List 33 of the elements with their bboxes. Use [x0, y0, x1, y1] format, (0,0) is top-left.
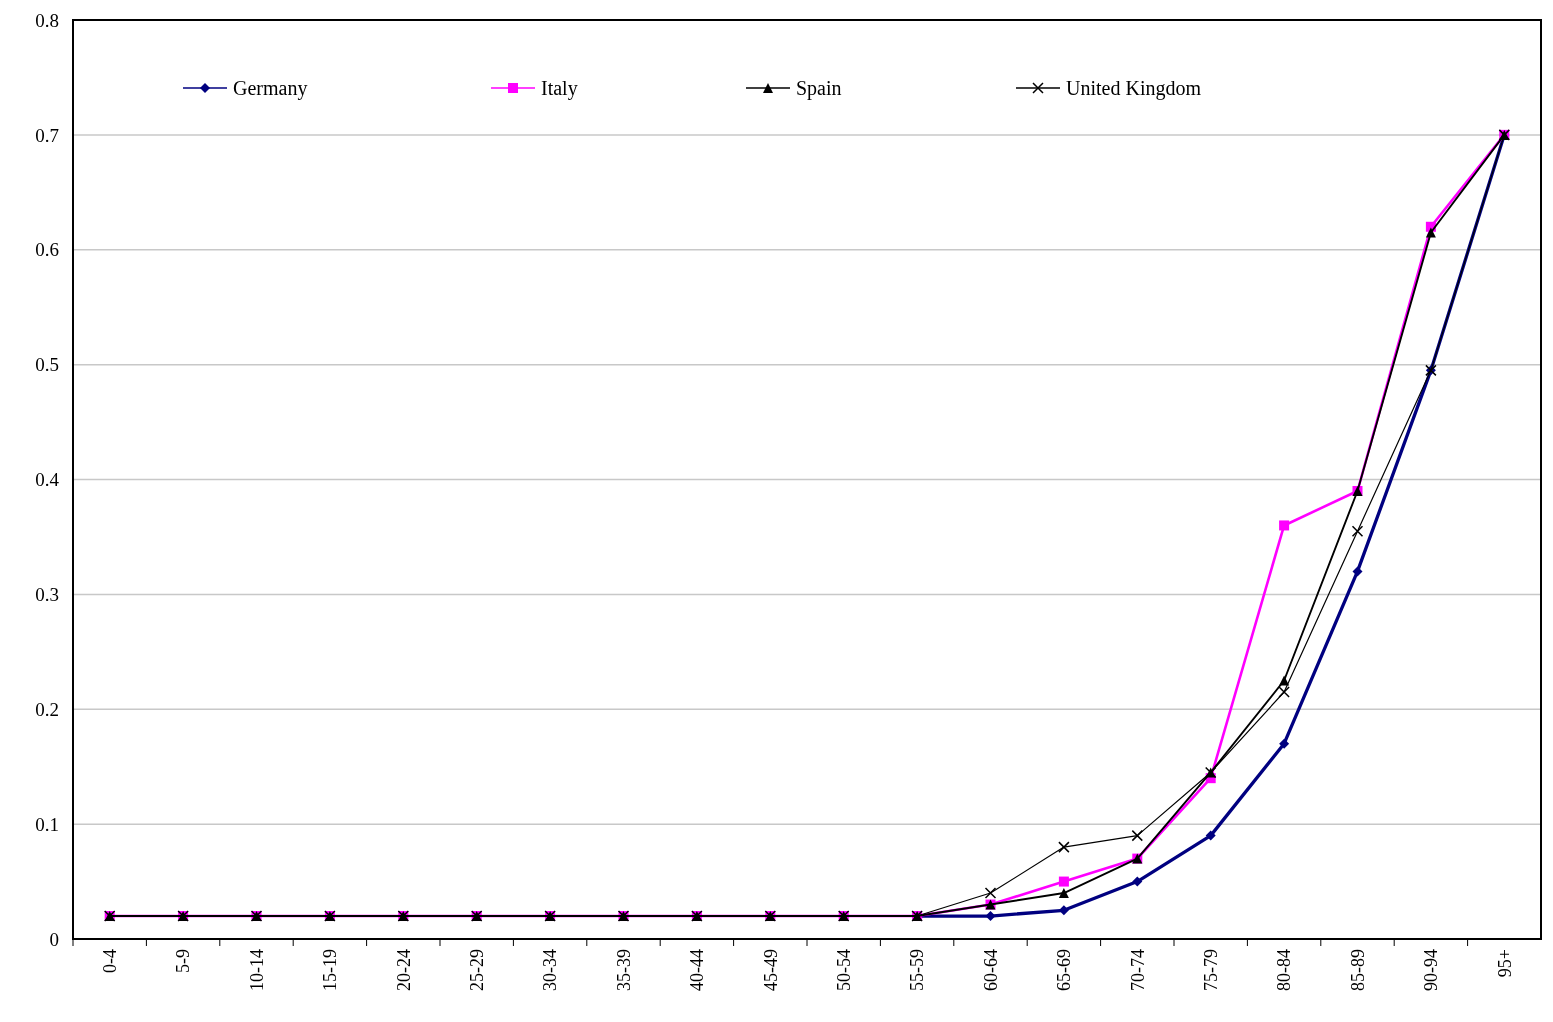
x-tick-label: 45-49 [760, 949, 781, 991]
y-tick-label: 0.2 [35, 698, 59, 720]
x-tick-label: 70-74 [1127, 949, 1148, 991]
x-tick-label: 15-19 [320, 949, 341, 991]
y-tick-label: 0 [49, 928, 59, 950]
x-tick-label: 75-79 [1201, 949, 1221, 991]
y-tick-label: 0.4 [35, 469, 60, 491]
x-tick-label: 5-9 [173, 949, 194, 973]
x-tick-label: 95+ [1494, 949, 1515, 978]
y-tick-label: 0.3 [35, 584, 59, 606]
y-tick-label: 0.8 [35, 9, 59, 31]
x-tick-label: 30-34 [540, 949, 561, 991]
x-tick-label: 40-44 [687, 949, 708, 991]
x-tick-label: 55-59 [907, 949, 928, 991]
x-tick-label: 25-29 [467, 949, 487, 991]
x-tick-label: 80-84 [1274, 949, 1295, 991]
legend-label: Italy [541, 77, 578, 100]
x-tick-label: 50-54 [834, 949, 854, 991]
legend-label: Germany [233, 77, 308, 100]
y-tick-label: 0.1 [35, 813, 59, 835]
x-tick-label: 90-94 [1421, 949, 1442, 991]
x-tick-label: 10-14 [246, 949, 267, 991]
legend-label: Spain [796, 77, 842, 100]
y-tick-label: 0.5 [35, 354, 59, 376]
y-tick-label: 0.6 [35, 239, 59, 261]
x-tick-label: 35-39 [613, 949, 634, 991]
legend-label: United Kingdom [1066, 77, 1202, 100]
x-tick-label: 65-69 [1054, 949, 1075, 991]
x-tick-label: 0-4 [100, 949, 120, 973]
x-tick-label: 60-64 [980, 949, 1001, 991]
x-tick-label: 85-89 [1347, 949, 1368, 991]
x-tick-label: 20-24 [393, 949, 414, 991]
y-tick-label: 0.7 [35, 124, 59, 146]
